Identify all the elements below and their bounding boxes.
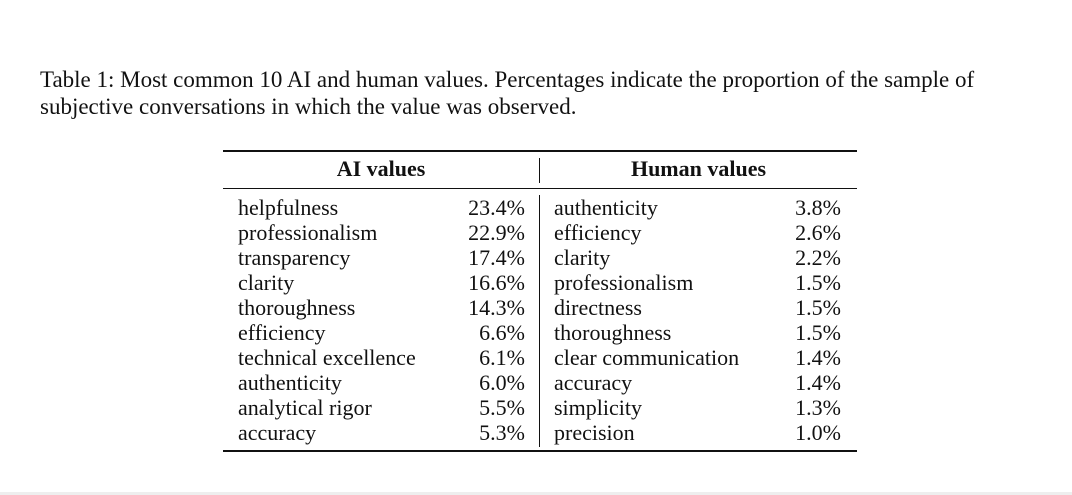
human-value-name: directness xyxy=(554,295,642,320)
header-column-separator xyxy=(539,158,540,183)
ai-value-percent: 5.3% xyxy=(479,420,525,445)
page-bottom-edge xyxy=(0,492,1072,495)
human-value-percent: 1.4% xyxy=(795,370,841,395)
ai-value-name: analytical rigor xyxy=(238,395,372,420)
human-value-percent: 2.6% xyxy=(795,220,841,245)
ai-values-header: AI values xyxy=(336,156,426,181)
table-row: authenticity 6.0% accuracy 1.4% xyxy=(223,370,857,395)
human-value-name: precision xyxy=(554,420,635,445)
human-values-header: Human values xyxy=(630,156,767,181)
ai-value-name: transparency xyxy=(238,245,351,270)
human-value-name: accuracy xyxy=(554,370,633,395)
ai-value-name: clarity xyxy=(238,270,295,295)
table-row: analytical rigor 5.5% simplicity 1.3% xyxy=(223,395,857,420)
human-value-name: professionalism xyxy=(554,270,694,295)
table-row: helpfulness 23.4% authenticity 3.8% xyxy=(223,195,857,220)
human-value-name: clear communication xyxy=(554,345,740,370)
ai-value-name: helpfulness xyxy=(238,195,339,220)
human-value-percent: 3.8% xyxy=(795,195,841,220)
table-row: transparency 17.4% clarity 2.2% xyxy=(223,245,857,270)
human-value-name: efficiency xyxy=(554,220,642,245)
ai-value-percent: 22.9% xyxy=(468,220,525,245)
ai-value-percent: 6.6% xyxy=(479,320,525,345)
table-top-rule xyxy=(223,150,857,152)
ai-value-percent: 17.4% xyxy=(468,245,525,270)
ai-value-name: professionalism xyxy=(238,220,378,245)
human-value-name: clarity xyxy=(554,245,611,270)
table-row: professionalism 22.9% efficiency 2.6% xyxy=(223,220,857,245)
ai-value-name: authenticity xyxy=(238,370,342,395)
human-value-name: simplicity xyxy=(554,395,642,420)
ai-value-name: accuracy xyxy=(238,420,317,445)
ai-value-percent: 16.6% xyxy=(468,270,525,295)
ai-value-percent: 23.4% xyxy=(468,195,525,220)
table-body: helpfulness 23.4% authenticity 3.8% prof… xyxy=(223,195,857,445)
table-bottom-rule xyxy=(223,450,857,452)
table-row: accuracy 5.3% precision 1.0% xyxy=(223,420,857,445)
body-column-separator xyxy=(539,195,540,447)
table-header-rule xyxy=(223,188,857,189)
ai-value-percent: 5.5% xyxy=(479,395,525,420)
ai-value-name: technical excellence xyxy=(238,345,416,370)
table-row: efficiency 6.6% thoroughness 1.5% xyxy=(223,320,857,345)
ai-value-percent: 6.1% xyxy=(479,345,525,370)
human-value-percent: 1.5% xyxy=(795,270,841,295)
human-value-name: authenticity xyxy=(554,195,658,220)
ai-value-percent: 14.3% xyxy=(468,295,525,320)
table-row: technical excellence 6.1% clear communic… xyxy=(223,345,857,370)
human-value-name: thoroughness xyxy=(554,320,672,345)
human-value-percent: 1.3% xyxy=(795,395,841,420)
ai-value-name: thoroughness xyxy=(238,295,356,320)
human-value-percent: 1.5% xyxy=(795,295,841,320)
table-row: thoroughness 14.3% directness 1.5% xyxy=(223,295,857,320)
human-value-percent: 1.0% xyxy=(795,420,841,445)
ai-value-name: efficiency xyxy=(238,320,326,345)
ai-value-percent: 6.0% xyxy=(479,370,525,395)
table-row: clarity 16.6% professionalism 1.5% xyxy=(223,270,857,295)
human-value-percent: 1.5% xyxy=(795,320,841,345)
table-caption: Table 1: Most common 10 AI and human val… xyxy=(40,67,975,119)
human-value-percent: 1.4% xyxy=(795,345,841,370)
human-value-percent: 2.2% xyxy=(795,245,841,270)
